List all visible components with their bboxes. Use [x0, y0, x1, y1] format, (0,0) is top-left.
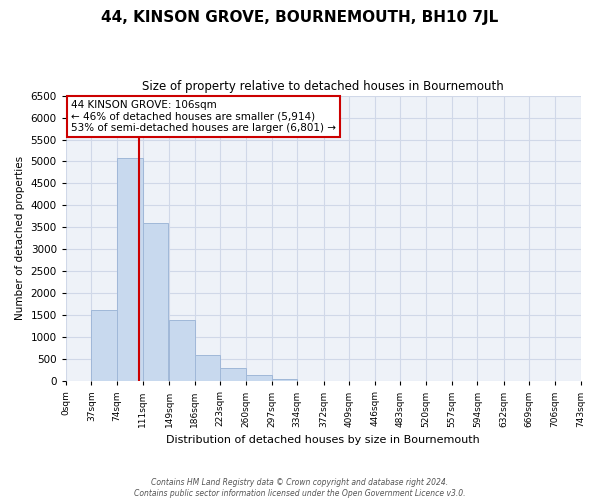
- Bar: [194, 356, 220, 382]
- Bar: [272, 378, 297, 382]
- Bar: [117, 158, 143, 382]
- Text: 44, KINSON GROVE, BOURNEMOUTH, BH10 7JL: 44, KINSON GROVE, BOURNEMOUTH, BH10 7JL: [101, 10, 499, 25]
- Bar: [220, 368, 246, 382]
- Text: 44 KINSON GROVE: 106sqm
← 46% of detached houses are smaller (5,914)
53% of semi: 44 KINSON GROVE: 106sqm ← 46% of detache…: [71, 100, 336, 133]
- Bar: [169, 320, 194, 382]
- Y-axis label: Number of detached properties: Number of detached properties: [15, 156, 25, 320]
- Bar: [143, 224, 169, 382]
- Text: Contains HM Land Registry data © Crown copyright and database right 2024.
Contai: Contains HM Land Registry data © Crown c…: [134, 478, 466, 498]
- Bar: [246, 375, 272, 382]
- Title: Size of property relative to detached houses in Bournemouth: Size of property relative to detached ho…: [142, 80, 504, 93]
- X-axis label: Distribution of detached houses by size in Bournemouth: Distribution of detached houses by size …: [166, 435, 480, 445]
- Bar: [91, 310, 117, 382]
